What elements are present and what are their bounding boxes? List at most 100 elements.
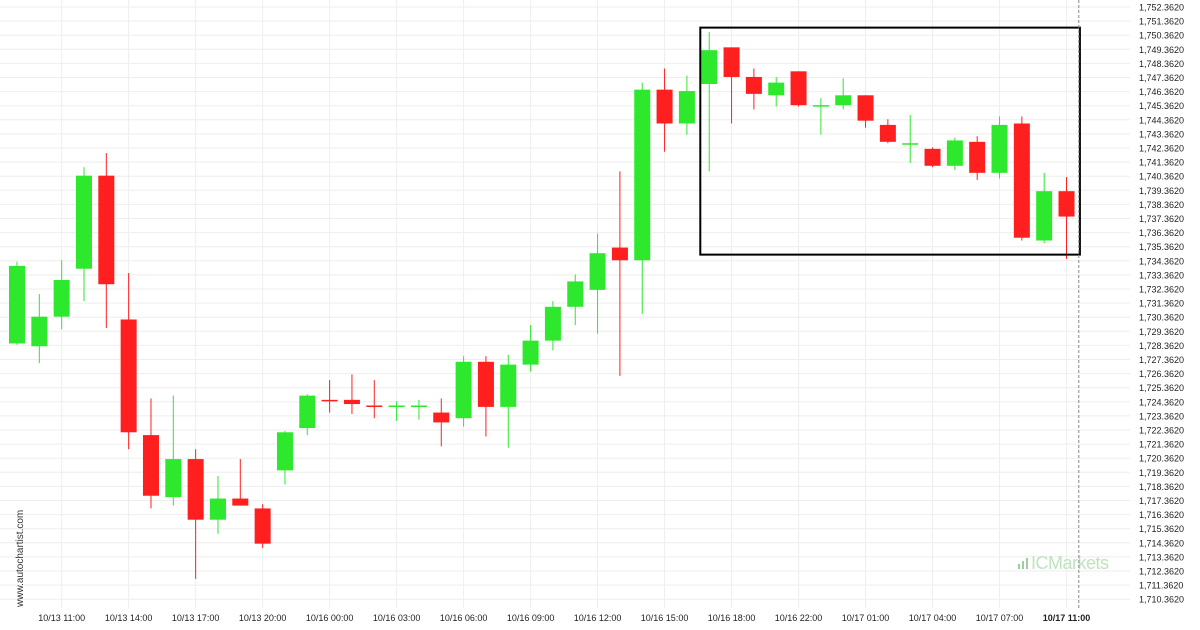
candle xyxy=(678,75,695,135)
icmarkets-logo: ICMarkets xyxy=(1018,553,1110,573)
candle-body xyxy=(745,76,762,94)
candle xyxy=(343,374,360,414)
candle-body xyxy=(276,432,293,471)
candle xyxy=(209,475,226,534)
candle-body xyxy=(522,340,539,365)
candle-body xyxy=(433,412,450,423)
candle xyxy=(299,394,316,436)
candle-body xyxy=(1036,191,1053,241)
candle-body xyxy=(9,265,25,344)
candle xyxy=(75,167,92,302)
candle xyxy=(1036,172,1053,244)
x-tick-label: 10/13 14:00 xyxy=(105,613,153,623)
candle-body xyxy=(723,47,740,77)
candle-body xyxy=(857,95,874,121)
candle xyxy=(589,233,606,334)
candle-body xyxy=(634,89,651,261)
x-tick-label: 10/16 00:00 xyxy=(306,613,354,623)
y-tick-label: 1,712.3620 xyxy=(1139,567,1184,577)
candle-body xyxy=(611,247,628,261)
candle xyxy=(768,76,785,107)
candle-body xyxy=(902,143,919,145)
candle-body xyxy=(120,319,137,433)
candle-body xyxy=(678,91,695,124)
candle-body xyxy=(1013,123,1030,238)
x-tick-label: 10/17 07:00 xyxy=(976,613,1024,623)
y-tick-label: 1,714.3620 xyxy=(1139,538,1184,548)
candle-body xyxy=(366,405,383,407)
candle-body xyxy=(589,253,606,290)
x-tick-label: 10/16 09:00 xyxy=(507,613,555,623)
candle xyxy=(567,274,584,326)
candle-body xyxy=(879,124,896,142)
pattern-box xyxy=(699,26,1081,256)
y-tick-label: 1,730.3620 xyxy=(1139,313,1184,323)
x-tick-label: 10/16 18:00 xyxy=(708,613,756,623)
y-tick-label: 1,725.3620 xyxy=(1139,383,1184,393)
y-tick-label: 1,738.3620 xyxy=(1139,200,1184,210)
candle-body xyxy=(31,316,48,347)
y-tick-label: 1,711.3620 xyxy=(1139,581,1183,591)
candle xyxy=(611,171,628,376)
y-tick-label: 1,743.3620 xyxy=(1139,129,1184,139)
icmarkets-watermark: ICMarkets xyxy=(1031,553,1109,573)
y-tick-label: 1,732.3620 xyxy=(1139,285,1184,295)
candle xyxy=(522,325,539,372)
candle xyxy=(254,504,271,548)
candle xyxy=(835,78,852,110)
candle xyxy=(433,398,450,447)
y-tick-label: 1,737.3620 xyxy=(1139,214,1184,224)
y-tick-label: 1,720.3620 xyxy=(1139,454,1184,464)
candle-body xyxy=(656,89,673,124)
x-tick-label: 10/16 06:00 xyxy=(440,613,488,623)
logo-bar-icon xyxy=(1022,561,1024,569)
candles xyxy=(9,31,1075,579)
autochartist-watermark: www.autochartist.com xyxy=(15,510,26,608)
y-tick-label: 1,713.3620 xyxy=(1139,552,1184,562)
candle-body xyxy=(187,459,204,520)
candle xyxy=(879,119,896,144)
candle xyxy=(500,354,517,448)
x-axis: 10/13 11:00 10/13 14:00 10/13 17:00 10/13 2… xyxy=(38,613,1090,623)
candle-body xyxy=(98,175,115,285)
candle xyxy=(544,301,561,351)
x-tick-label: 10/13 11:00 xyxy=(38,613,85,623)
candle-body xyxy=(790,71,807,106)
y-tick-label: 1,718.3620 xyxy=(1139,482,1184,492)
y-tick-label: 1,734.3620 xyxy=(1139,256,1184,266)
y-tick-label: 1,742.3620 xyxy=(1139,144,1184,154)
y-tick-label: 1,731.3620 xyxy=(1139,299,1184,309)
candle xyxy=(276,430,293,485)
y-tick-label: 1,710.3620 xyxy=(1139,595,1184,605)
candle-body xyxy=(701,50,718,85)
candle xyxy=(812,98,829,135)
y-tick-label: 1,749.3620 xyxy=(1139,45,1184,55)
candle-body xyxy=(812,105,829,107)
candle xyxy=(321,380,338,413)
candle-body xyxy=(53,280,70,317)
candle xyxy=(723,47,740,124)
x-tick-label: 10/16 12:00 xyxy=(574,613,622,623)
candle-body xyxy=(254,508,271,544)
y-tick-label: 1,726.3620 xyxy=(1139,369,1184,379)
y-tick-label: 1,735.3620 xyxy=(1139,242,1184,252)
y-tick-label: 1,748.3620 xyxy=(1139,59,1184,69)
y-tick-label: 1,747.3620 xyxy=(1139,73,1184,83)
candle xyxy=(120,272,137,450)
candle-body xyxy=(567,281,584,307)
candle-body xyxy=(410,405,427,407)
y-tick-label: 1,715.3620 xyxy=(1139,524,1184,534)
candle xyxy=(857,95,874,128)
x-tick-label: 10/17 11:00 xyxy=(1043,613,1091,623)
y-tick-label: 1,723.3620 xyxy=(1139,411,1184,421)
y-tick-label: 1,745.3620 xyxy=(1139,101,1184,111)
candle-body xyxy=(477,361,494,407)
y-tick-label: 1,751.3620 xyxy=(1139,17,1184,27)
candle xyxy=(53,260,70,330)
x-tick-label: 10/17 04:00 xyxy=(909,613,957,623)
candle-body xyxy=(455,361,472,419)
candle xyxy=(701,31,718,172)
watermarks: www.autochartist.com ICMarkets xyxy=(15,510,1110,608)
